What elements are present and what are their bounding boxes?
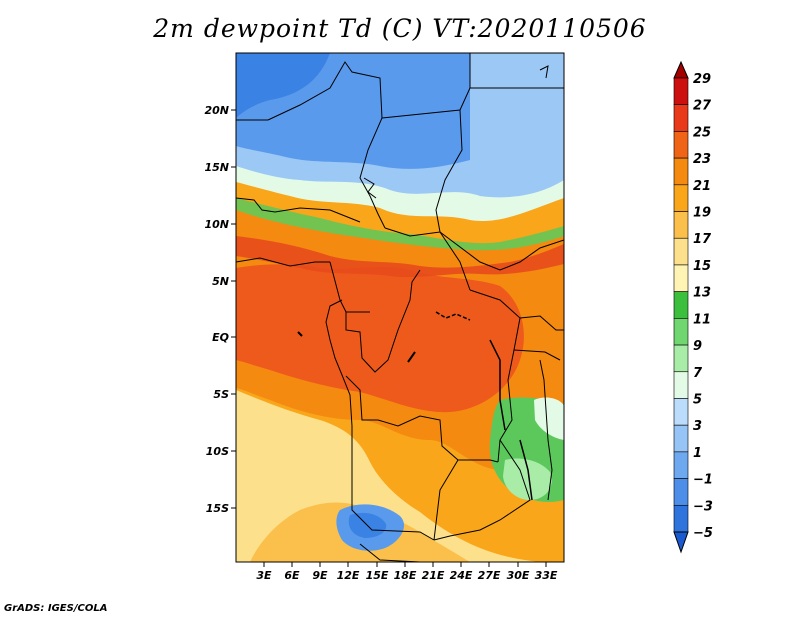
lon-tick-label: 27E: [478, 569, 501, 582]
colorbar-label: −5: [693, 526, 713, 541]
lon-tick-label: 15E: [366, 569, 389, 582]
lake-tanganyika: [489, 339, 506, 431]
colorbar-box: [673, 424, 689, 453]
lon-tick-label: 24E: [450, 569, 473, 582]
colorbar-box: [673, 318, 689, 346]
colorbar-box: [673, 77, 689, 106]
lake-malawi: [519, 439, 533, 501]
island-bioko: [297, 331, 303, 337]
colorbar-label: 9: [693, 339, 702, 354]
lon-tick-label: 9E: [312, 569, 328, 582]
border-chad-sudan: [435, 109, 463, 233]
field-eastafrica-pale-patch: [534, 397, 564, 440]
colorbar-label: 21: [693, 179, 711, 194]
dewpoint-field: [236, 53, 564, 562]
lon-tick-label: 21E: [422, 569, 445, 582]
border-niger-chad: [267, 61, 386, 229]
border-zambia-south: [433, 439, 531, 541]
colorbar-box: [673, 211, 689, 239]
field-red-band: [236, 236, 564, 278]
coast-nile-delta: [539, 65, 549, 79]
colorbar-box: [673, 451, 689, 479]
field-redorange-region: [236, 264, 524, 413]
lat-tick-label: 10N: [204, 218, 229, 231]
colorbar: 29 27 25 23 21 19 17 15 13 11 9 7 5 3 1 −1 −3 −5: [673, 60, 713, 554]
lat-tick-label: 20N: [204, 104, 229, 117]
colorbar-label: 13: [693, 286, 711, 301]
border-cameroon-south: [329, 261, 370, 313]
coastline-west: [325, 299, 353, 427]
lat-tick-label: 10S: [206, 445, 229, 458]
colorbar-label: 25: [693, 125, 711, 140]
colorbar-box: [673, 291, 689, 319]
colorbar-label: −3: [693, 499, 713, 514]
colorbar-label: 15: [693, 259, 711, 274]
lat-axis: 20N 15N 10N 5N EQ 5S 10S 15S: [204, 104, 236, 515]
lon-tick-label: 6E: [284, 569, 300, 582]
border-congo: [345, 269, 421, 373]
lat-tick-label: EQ: [212, 331, 229, 344]
colorbar-box: [673, 264, 689, 292]
colorbar-label: 7: [693, 366, 703, 381]
grads-credit: GrADS: IGES/COLA: [4, 603, 108, 614]
lon-axis: 3E 6E 9E 12E 15E 18E 21E 24E 27E 30E 33E: [256, 562, 558, 582]
colorbar-box: [673, 184, 689, 212]
lat-tick-label: 5S: [213, 388, 229, 401]
colorbar-label: 1: [693, 446, 702, 461]
lat-tick-label: 5N: [212, 275, 229, 288]
colorbar-box: [673, 157, 689, 186]
coastline-guinea-gulf: [236, 257, 330, 267]
colorbar-label: 5: [693, 392, 702, 407]
border-car-sudan: [384, 227, 564, 271]
colorbar-label: 29: [693, 72, 711, 87]
colorbar-label: 19: [693, 206, 711, 221]
colorbar-box: [673, 344, 689, 373]
border-drc-east: [469, 289, 521, 463]
border-zambia-west: [433, 459, 459, 541]
colorbar-bottom-arrow: [673, 531, 689, 554]
colorbar-label: −1: [693, 473, 713, 488]
border-ssudan: [439, 231, 471, 291]
map-frame: [235, 52, 565, 563]
lat-tick-label: 15S: [206, 502, 229, 515]
colorbar-top-arrow: [673, 60, 689, 79]
border-malawi-mozambique: [539, 359, 553, 501]
border-drc-angola-zambia: [345, 375, 499, 463]
lake-mai-ndombe: [407, 351, 416, 363]
colorbar-box: [673, 237, 689, 266]
colorbar-box: [673, 504, 689, 533]
colorbar-label: 23: [693, 152, 711, 167]
lon-tick-label: 3E: [256, 569, 272, 582]
colorbar-box: [673, 131, 689, 159]
lon-tick-label: 33E: [535, 569, 558, 582]
border-namibia: [359, 543, 421, 562]
colorbar-label: 3: [693, 419, 702, 434]
colorbar-box: [673, 371, 689, 399]
colorbar-label: 27: [693, 99, 712, 114]
border-niger-nigeria: [236, 197, 361, 223]
country-borders: [236, 53, 564, 562]
colorbar-box: [673, 398, 689, 426]
lat-tick-label: 15N: [204, 161, 229, 174]
lon-tick-label: 30E: [507, 569, 530, 582]
lon-tick-label: 18E: [394, 569, 417, 582]
colorbar-label: 11: [693, 312, 711, 327]
field-eastafrica-palegreen-patch: [503, 458, 552, 500]
field-deepblue-region: [236, 53, 330, 118]
lake-chad: [363, 177, 377, 199]
colorbar-box: [673, 104, 689, 132]
lon-tick-label: 12E: [337, 569, 360, 582]
map-title: 2m dewpoint Td (C) VT:2020110506: [153, 14, 647, 43]
border-tanzania: [513, 349, 561, 361]
colorbar-label: 17: [693, 232, 712, 247]
river-congo: [435, 311, 471, 321]
border-angola: [351, 426, 435, 541]
border-libya-chad: [381, 53, 471, 119]
border-uganda: [519, 315, 564, 331]
colorbar-box: [673, 478, 689, 506]
